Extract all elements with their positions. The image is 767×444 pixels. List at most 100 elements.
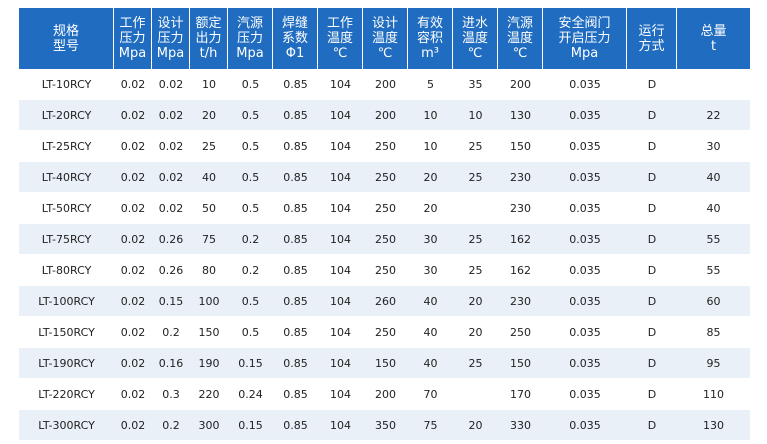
column-header-line: ℃ [332,46,348,61]
table-cell: 40 [408,317,453,348]
table-cell: 55 [677,255,750,286]
model-cell: LT-25RCY [19,131,114,162]
table-cell: 230 [498,286,543,317]
column-header-line: 总量 [700,23,727,39]
table-cell: 0.85 [273,100,318,131]
table-cell: 70 [408,379,453,410]
table-cell: 150 [363,348,408,379]
table-cell: 0.85 [273,162,318,193]
column-header: 设计 压力 Mpa [152,8,190,69]
table-cell: 0.15 [228,348,273,379]
table-cell: 104 [318,317,363,348]
table-cell: D [627,162,677,193]
table-cell: 0.02 [114,255,152,286]
table-cell: 104 [318,410,363,441]
table-cell: 250 [363,162,408,193]
model-cell: LT-300RCY [19,410,114,441]
table-cell: 104 [318,224,363,255]
table-cell: 20 [453,410,498,441]
column-header-line: 方式 [638,38,665,54]
table-cell: 170 [498,379,543,410]
table-cell: D [627,131,677,162]
table-cell: 30 [408,224,453,255]
column-header-line: 焊缝 [281,16,308,31]
table-cell: 0.2 [228,255,273,286]
table-cell: 330 [498,410,543,441]
table-cell: 0.02 [152,100,190,131]
table-cell: 0.26 [152,224,190,255]
table-cell: 0.85 [273,317,318,348]
column-header-line: 出力 [195,31,222,46]
table-cell: D [627,100,677,131]
table-cell: 230 [498,162,543,193]
table-cell: 0.85 [273,224,318,255]
column-header: 焊缝 系数 Φ1 [273,8,318,69]
table-cell: 75 [190,224,228,255]
table-cell: 0.15 [152,286,190,317]
table-cell: 20 [453,286,498,317]
table-cell: 104 [318,348,363,379]
table-cell: 25 [453,162,498,193]
column-header-line: t/h [199,46,218,61]
table-cell: 162 [498,255,543,286]
column-header: 工作 压力 Mpa [114,8,152,69]
table-cell: 0.26 [152,255,190,286]
column-header: 工作 温度 ℃ [318,8,363,69]
table-cell: D [627,255,677,286]
table-cell: D [627,286,677,317]
column-header-line: 额定 [195,16,222,31]
column-header-line: ℃ [467,46,483,61]
table-cell: 104 [318,193,363,224]
table-cell: 20 [453,317,498,348]
table-cell: 0.16 [152,348,190,379]
table-cell [453,193,498,224]
table-cell: 0.5 [228,131,273,162]
table-cell: 0.02 [152,131,190,162]
table-cell: 0.035 [543,348,627,379]
table-cell: 250 [363,255,408,286]
table-cell: 0.02 [114,193,152,224]
column-header-line: 压力 [119,31,146,46]
column-header-line: 设计 [371,16,398,31]
table-cell: 250 [363,224,408,255]
table-cell: 55 [677,224,750,255]
table-cell: 130 [498,100,543,131]
column-header-line: t [710,38,717,54]
column-header: 额定 出力 t/h [190,8,228,69]
table-row: LT-25RCY 0.02 0.02 25 0.5 0.85 104 250 10 25 150 0.… [19,131,750,162]
table-cell: 0.85 [273,286,318,317]
table-cell: 0.035 [543,131,627,162]
table-header: 规格 型号 工作 压力 Mpa 设计 压力 Mpa 额定 出力 t/h 汽源 压力 Mpa 焊缝 系数 Φ1 工作… [19,8,750,69]
column-header: 汽源 压力 Mpa [228,8,273,69]
table-cell: 25 [453,255,498,286]
column-header-line: 型号 [52,38,79,54]
table-row: LT-50RCY 0.02 0.02 50 0.5 0.85 104 250 20 230 0.03… [19,193,750,224]
model-cell: LT-75RCY [19,224,114,255]
column-header-line: 开启压力 [558,31,611,46]
table-cell: 25 [453,348,498,379]
table-cell: 200 [363,100,408,131]
table-cell: 60 [677,286,750,317]
table-cell: 104 [318,162,363,193]
table-cell: 0.85 [273,348,318,379]
column-header-line: 工作 [119,16,146,31]
column-header-line: 设计 [157,16,184,31]
column-header: 规格 型号 [19,8,114,69]
table-cell: 130 [677,410,750,441]
table-cell: 10 [453,100,498,131]
table-row: LT-220RCY 0.02 0.3 220 0.24 0.85 104 200 70 170 0.… [19,379,750,410]
table-cell: 0.85 [273,255,318,286]
table-cell: 350 [363,410,408,441]
table-row: LT-100RCY 0.02 0.15 100 0.5 0.85 104 260 40 20 230… [19,286,750,317]
column-header-line: Mpa [156,46,185,61]
table-cell: 22 [677,100,750,131]
table-row: LT-300RCY 0.02 0.2 300 0.15 0.85 104 350 75 20 330… [19,410,750,441]
spec-table: 规格 型号 工作 压力 Mpa 设计 压力 Mpa 额定 出力 t/h 汽源 压力 Mpa 焊缝 系数 Φ1 工作… [19,8,750,441]
spec-table-wrapper: 规格 型号 工作 压力 Mpa 设计 压力 Mpa 额定 出力 t/h 汽源 压力 Mpa 焊缝 系数 Φ1 工作… [19,8,750,441]
table-cell: 25 [453,131,498,162]
model-cell: LT-50RCY [19,193,114,224]
table-cell: 0.85 [273,410,318,441]
table-cell: 150 [498,131,543,162]
table-cell: 40 [677,193,750,224]
table-row: LT-190RCY 0.02 0.16 190 0.15 0.85 104 150 40 25 15… [19,348,750,379]
